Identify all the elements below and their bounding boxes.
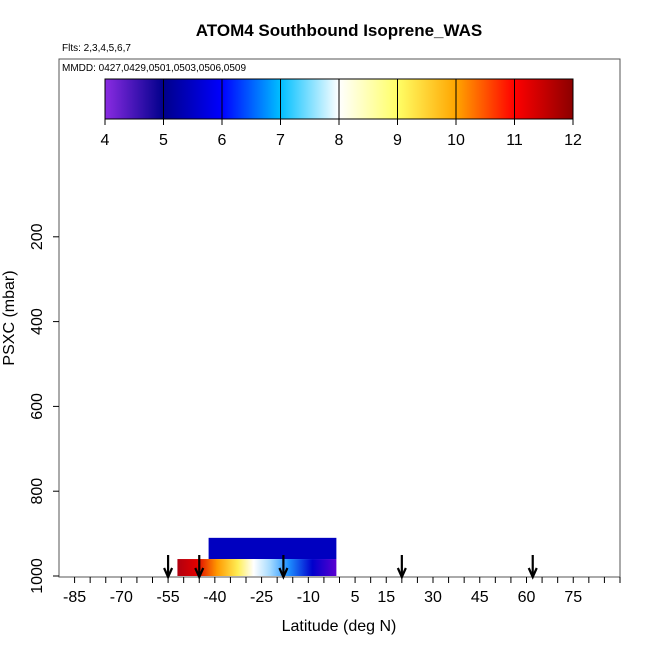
x-axis-label: Latitude (deg N) xyxy=(282,618,397,635)
colorbar-tick-label: 11 xyxy=(506,132,523,149)
flight-arrow xyxy=(278,555,289,580)
flight-arrow xyxy=(396,555,407,580)
colorbar-tick-label: 4 xyxy=(101,132,110,149)
colorbar-tick-label: 7 xyxy=(276,132,285,149)
y-tick-label: 800 xyxy=(29,478,46,505)
data-cell xyxy=(208,537,337,560)
x-tick-label: -10 xyxy=(297,589,320,606)
x-tick-label: 75 xyxy=(564,589,582,606)
y-axis-label: PSXC (mbar) xyxy=(1,270,18,365)
colorbar: 4 5 6 7 8 9 10 11 12 xyxy=(101,78,582,149)
x-tick-label: 45 xyxy=(471,589,489,606)
colorbar-tick-label: 8 xyxy=(335,132,344,149)
colorbar-tick-label: 9 xyxy=(393,132,402,149)
flights-label: Flts: 2,3,4,5,6,7 xyxy=(62,43,131,54)
colorbar-tick-label: 12 xyxy=(564,132,582,149)
colorbar-tick-label: 6 xyxy=(218,132,227,149)
chart-title: ATOM4 Southbound Isoprene_WAS xyxy=(196,21,483,40)
x-tick-label: -40 xyxy=(203,589,226,606)
data-cell xyxy=(177,559,337,576)
y-tick-label: 200 xyxy=(29,223,46,250)
y-tick-label: 600 xyxy=(29,393,46,420)
x-axis: -85 -70 -55 -40 -25 -10 5 15 30 45 60 75 xyxy=(63,577,621,606)
y-axis: 200 400 600 800 1000 xyxy=(29,223,59,594)
x-tick-label: -70 xyxy=(110,589,133,606)
y-tick-label: 1000 xyxy=(29,558,46,594)
colorbar-tick-label: 10 xyxy=(447,132,465,149)
x-tick-label: -25 xyxy=(250,589,273,606)
dates-label: MMDD: 0427,0429,0501,0503,0506,0509 xyxy=(62,63,246,74)
x-tick-label: 5 xyxy=(351,589,360,606)
colorbar-tick-label: 5 xyxy=(159,132,168,149)
x-tick-label: 30 xyxy=(424,589,442,606)
flight-arrow xyxy=(527,555,538,580)
data-cells xyxy=(177,537,337,576)
x-tick-label: 15 xyxy=(377,589,395,606)
x-tick-label: -85 xyxy=(63,589,86,606)
x-tick-label: 60 xyxy=(518,589,536,606)
flight-arrow xyxy=(163,555,174,580)
y-tick-label: 400 xyxy=(29,308,46,335)
x-tick-label: -55 xyxy=(157,589,180,606)
